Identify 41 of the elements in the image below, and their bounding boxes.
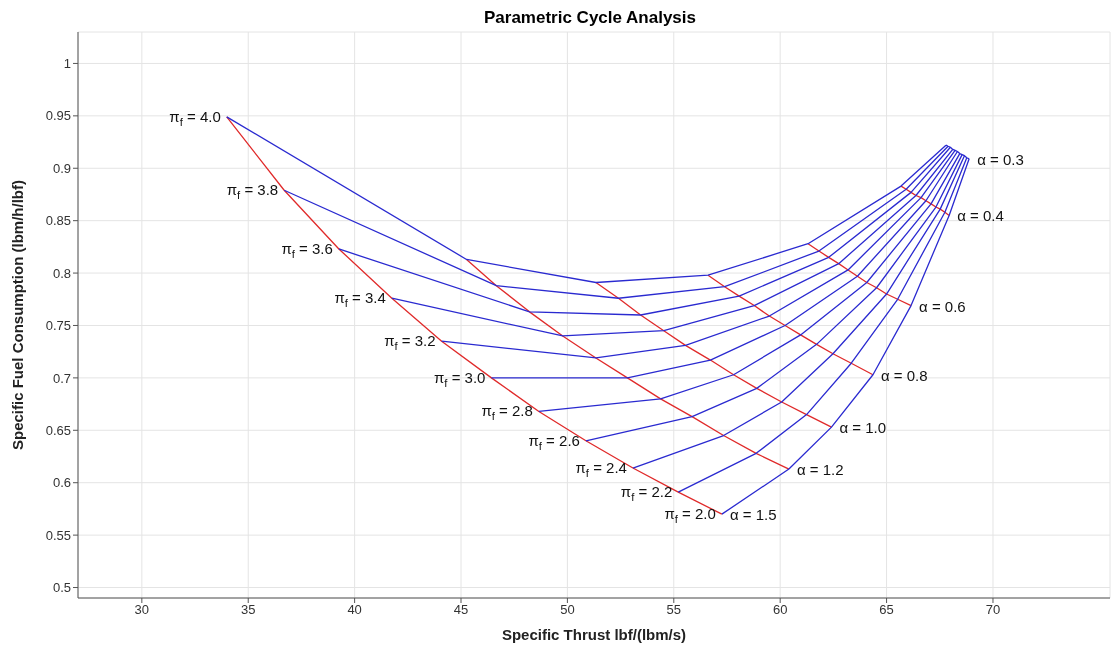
x-tick-label: 50 xyxy=(560,602,575,618)
y-tick-label: 0.7 xyxy=(52,370,71,386)
series-label: α = 1.0 xyxy=(839,419,887,437)
series-label: α = 1.2 xyxy=(796,461,844,479)
x-tick-label: 30 xyxy=(134,602,150,618)
series-label: π$_{f}$ = 2.0 xyxy=(664,505,716,525)
series-label: α = 0.6 xyxy=(919,297,966,315)
series-label: π$_{f}$ = 3.4 xyxy=(334,289,386,310)
y-tick-label: 0.8 xyxy=(52,265,71,281)
y-tick-label: 0.55 xyxy=(45,527,71,543)
y-axis-title: Specific Fuel Consumption (lbm/h/lbf) xyxy=(9,180,27,450)
series-label: α = 1.5 xyxy=(729,506,777,524)
y-tick-label: 0.6 xyxy=(52,475,71,491)
y-tick-label: 0.9 xyxy=(52,160,71,176)
x-axis-title: Specific Thrust lbf/(lbm/s) xyxy=(501,626,687,643)
x-tick-label: 65 xyxy=(879,602,894,618)
x-tick-label: 40 xyxy=(347,602,362,618)
x-tick-label: 55 xyxy=(666,602,682,618)
series-label: π$_{f}$ = 2.4 xyxy=(575,459,627,479)
y-tick-label: 1 xyxy=(63,56,71,72)
series-label: π$_{f}$ = 4.0 xyxy=(169,107,221,128)
series-label: π$_{f}$ = 3.8 xyxy=(226,181,279,202)
series-label: π$_{f}$ = 2.8 xyxy=(481,402,533,423)
series-label: π$_{f}$ = 3.6 xyxy=(281,239,333,260)
y-tick-label: 0.75 xyxy=(45,318,71,334)
series-label: α = 0.8 xyxy=(880,366,928,384)
series-label: π$_{f}$ = 3.0 xyxy=(433,368,486,389)
series-label: π$_{f}$ = 3.2 xyxy=(384,332,436,353)
x-tick-label: 35 xyxy=(240,602,256,618)
y-tick-label: 0.95 xyxy=(45,108,71,124)
chart-title: Parametric Cycle Analysis xyxy=(483,8,697,29)
y-tick-label: 0.85 xyxy=(45,213,71,229)
series-label: α = 0.3 xyxy=(977,150,1024,168)
series-label: π$_{f}$ = 2.2 xyxy=(620,483,673,503)
x-tick-label: 45 xyxy=(453,602,469,618)
series-label: α = 0.4 xyxy=(957,207,1004,225)
y-tick-label: 0.5 xyxy=(52,580,71,596)
y-tick-label: 0.65 xyxy=(45,422,71,438)
series-label: π$_{f}$ = 2.6 xyxy=(528,431,580,452)
x-tick-label: 60 xyxy=(772,602,788,618)
x-tick-label: 70 xyxy=(985,602,1001,618)
